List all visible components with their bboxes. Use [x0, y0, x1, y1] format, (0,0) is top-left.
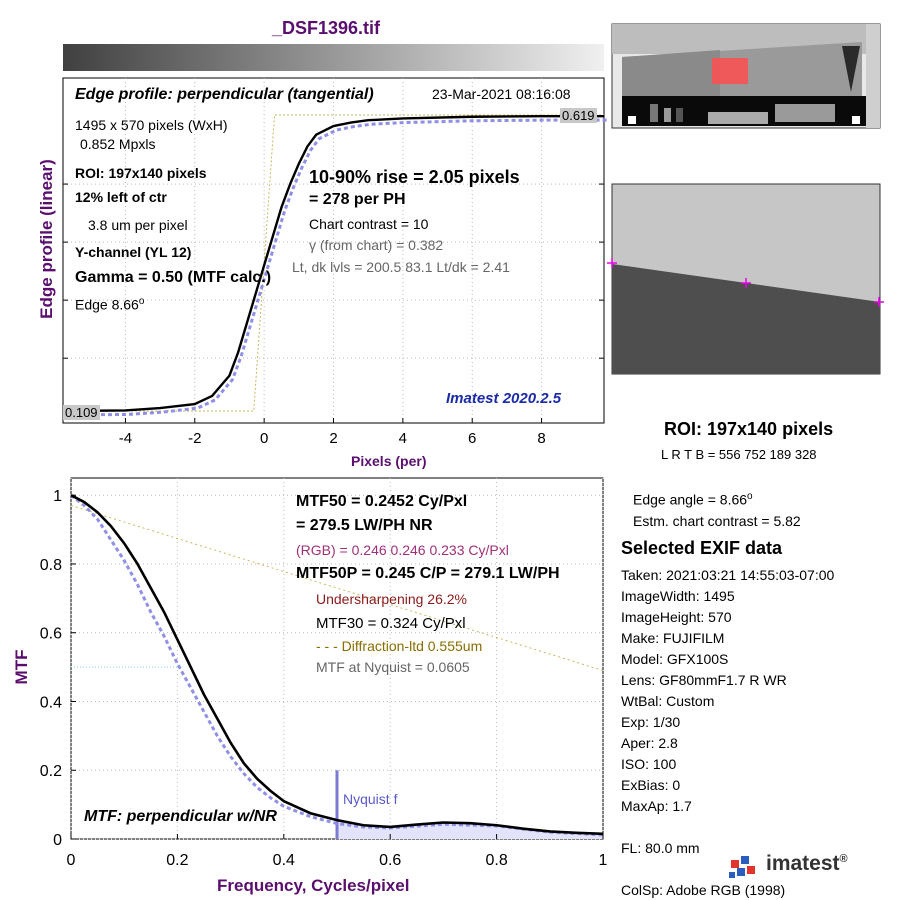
undersharpening: Undersharpening 26.2% [316, 591, 467, 607]
roi-size: ROI: 197x140 pixels [664, 419, 834, 439]
mtf-at-nyquist: MTF at Nyquist = 0.0605 [316, 659, 470, 675]
info-megapixels: 0.852 Mpxls [80, 136, 156, 152]
exif-line: ISO: 100 [621, 756, 677, 772]
rise-distance: 10-90% rise = 2.05 pixels [309, 167, 520, 187]
mtf-curve [70, 494, 604, 836]
edge-profile-line [62, 114, 604, 413]
mtf-xtick-label: 0.2 [166, 852, 188, 869]
mtf-xtick-label: 0.8 [485, 852, 507, 869]
info-roi: ROI: 197x140 pixels [75, 165, 207, 181]
exif-line: Exp: 1/30 [621, 714, 681, 730]
gamma-from-chart: γ (from chart) = 0.382 [309, 237, 444, 253]
rise-per-ph: = 278 per PH [309, 191, 406, 208]
exif-line: Make: FUJIFILM [621, 630, 725, 646]
edge-xtick-label: 6 [468, 430, 476, 447]
mtf50p-value: MTF50P = 0.245 C/P = 279.1 LW/PH [296, 565, 560, 582]
figure-title: _DSF1396.tif [272, 18, 381, 38]
edge-markers [607, 258, 884, 307]
light-dark-levels: Lt, dk lvls = 200.5 83.1 Lt/dk = 2.41 [292, 259, 510, 275]
diffraction-limit: - - - Diffraction-ltd 0.555um [316, 638, 483, 654]
edge-plot-xlabel: Pixels (per) [351, 453, 427, 469]
exif-color-space: ColSp: Adobe RGB (1998) [621, 882, 786, 898]
mtf-plot-xlabel: Frequency, Cycles/pixel [217, 876, 410, 895]
exif-focal-length: FL: 80.0 mm [621, 840, 700, 856]
exif-line: ImageHeight: 570 [621, 609, 732, 625]
mtf-xtick-label: 0.4 [273, 852, 295, 869]
exif-line: Aper: 2.8 [621, 735, 678, 751]
mtf50-lwph: = 279.5 LW/PH NR [296, 517, 433, 534]
roi-crop-image [607, 183, 884, 375]
edge-xtick-label: 4 [399, 430, 407, 447]
info-channel: Y-channel (YL 12) [75, 244, 192, 260]
exif-line: ImageWidth: 1495 [621, 588, 735, 604]
mtf-caption: MTF: perpendicular w/NR [84, 808, 277, 825]
edge-xtick-label: -4 [119, 430, 132, 447]
beyond-nyquist-fill [337, 820, 603, 839]
mtf-ytick-label: 0.2 [40, 763, 62, 780]
roi-highlight [712, 58, 748, 84]
edge-xtick-label: -2 [188, 430, 201, 447]
edge-plot-ylabel: Edge profile (linear) [37, 159, 56, 319]
imatest-version: Imatest 2020.2.5 [446, 390, 562, 407]
info-edge-angle: Edge 8.66o [75, 296, 145, 313]
nyquist-label: Nyquist f [343, 791, 398, 807]
estimated-contrast: Estm. chart contrast = 5.82 [633, 513, 801, 529]
mtf50-value: MTF50 = 0.2452 Cy/Pxl [296, 493, 468, 510]
mtf-ytick-label: 1 [53, 488, 62, 505]
edge-xtick-label: 8 [537, 430, 545, 447]
exif-heading: Selected EXIF data [621, 538, 783, 558]
gray-gradient-strip [63, 44, 604, 71]
edge-xtick-label: 2 [329, 430, 337, 447]
roi-bounds: L R T B = 556 752 189 328 [661, 447, 817, 462]
mtf-ytick-label: 0.8 [40, 557, 62, 574]
chart-contrast: Chart contrast = 10 [309, 216, 429, 232]
exif-line: Taken: 2021:03:21 14:55:03-07:00 [621, 567, 835, 583]
mtf-ytick-label: 0.4 [40, 694, 62, 711]
mtf-plot-ylabel: MTF [12, 649, 31, 685]
edge-xtick-label: 0 [260, 430, 268, 447]
mtf-ytick-label: 0.6 [40, 626, 62, 643]
mtf-ytick-label: 0 [53, 832, 62, 849]
edge-plot-grid [63, 78, 604, 423]
mtf-xtick-label: 0.6 [379, 852, 401, 869]
mtf-xtick-label: 1 [599, 852, 608, 869]
edge-plot-timestamp: 23-Mar-2021 08:16:08 [432, 86, 571, 102]
ideal-edge-line [63, 114, 604, 412]
imatest-logo-text: imatest® [766, 852, 848, 875]
mtf50-rgb: (RGB) = 0.246 0.246 0.233 Cy/Pxl [296, 542, 509, 558]
info-pixel-pitch: 3.8 um per pixel [88, 217, 188, 233]
chart-thumbnail [611, 23, 881, 129]
exif-line: MaxAp: 1.7 [621, 798, 692, 814]
edge-plot-curves [62, 114, 607, 417]
edge-low-value: 0.109 [63, 405, 100, 420]
edge-plot-heading: Edge profile: perpendicular (tangential) [75, 86, 374, 103]
info-position: 12% left of ctr [75, 189, 167, 205]
edge-angle: Edge angle = 8.66o [633, 491, 753, 508]
edge-plot-x-ticks: -4 -2 0 2 4 6 8 [119, 418, 546, 447]
mtf-plot-grid [70, 478, 604, 840]
exif-line: Model: GFX100S [621, 651, 729, 667]
exif-line: ExBias: 0 [621, 777, 681, 793]
mtf-plot-ticks: 0 0.2 0.4 0.6 0.8 1 0 0.2 0.4 0.6 0.8 1 [40, 488, 608, 869]
exif-line: WtBal: Custom [621, 693, 715, 709]
mtf-xtick-label: 0 [67, 852, 76, 869]
imatest-logo-icon [729, 856, 755, 878]
edge-high-value: 0.619 [560, 108, 597, 123]
info-gamma: Gamma = 0.50 (MTF calc.) [75, 269, 272, 286]
info-image-size: 1495 x 570 pixels (WxH) [75, 117, 228, 133]
exif-line: Lens: GF80mmF1.7 R WR [621, 672, 787, 688]
mtf30-value: MTF30 = 0.324 Cy/Pxl [316, 615, 466, 632]
mtf-plot-curves [70, 494, 604, 839]
